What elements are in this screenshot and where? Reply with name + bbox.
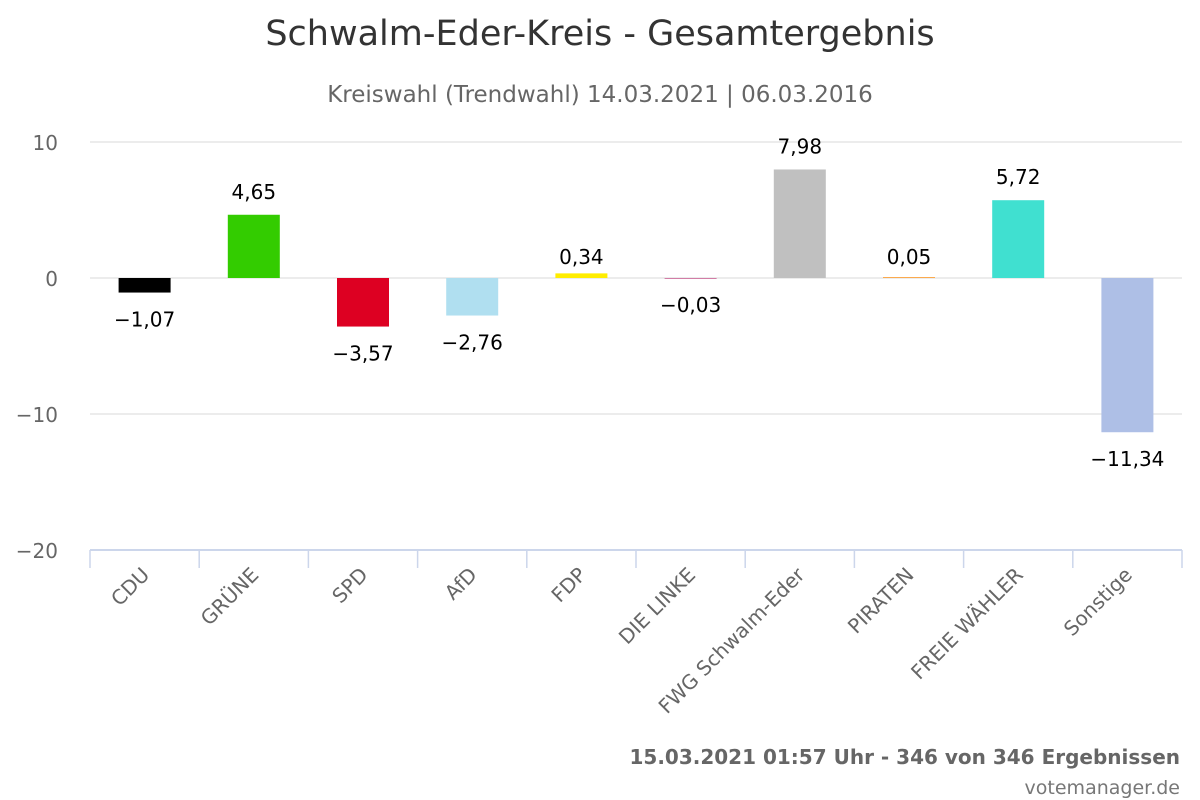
data-label: −11,34	[1090, 447, 1164, 471]
bar	[773, 169, 826, 278]
x-tick-label: GRÜNE	[196, 563, 264, 631]
bar	[446, 278, 499, 316]
data-label: −2,76	[442, 331, 503, 355]
data-label: 7,98	[778, 134, 823, 158]
x-tick-label: FDP	[546, 563, 591, 608]
y-tick-label: 0	[45, 267, 58, 291]
x-tick-label: SPD	[327, 563, 372, 608]
y-tick-label: −10	[16, 403, 58, 427]
chart-subtitle: Kreiswahl (Trendwahl) 14.03.2021 | 06.03…	[327, 82, 873, 108]
chart-title: Schwalm-Eder-Kreis - Gesamtergebnis	[265, 14, 935, 54]
source-credit[interactable]: votemanager.de	[1024, 777, 1180, 799]
bar	[664, 278, 717, 279]
y-tick-label: −20	[16, 539, 58, 563]
bar	[883, 277, 935, 278]
bar	[118, 278, 171, 293]
x-tick-label: CDU	[106, 563, 154, 611]
data-label: 0,34	[559, 245, 604, 269]
data-label: 0,05	[887, 245, 932, 269]
x-tick-label: PIRATEN	[843, 563, 919, 639]
bar	[1101, 278, 1154, 433]
x-tick-label: AfD	[440, 563, 482, 605]
x-tick-label: Sonstige	[1059, 563, 1137, 641]
data-label: −1,07	[114, 308, 175, 332]
x-tick-label: DIE LINKE	[614, 563, 700, 649]
data-label: 4,65	[232, 180, 277, 204]
x-tick-label: FREIE WÄHLER	[906, 562, 1028, 684]
data-label: −0,03	[660, 293, 721, 317]
data-label: −3,57	[332, 342, 393, 366]
data-label: 5,72	[996, 165, 1041, 189]
y-tick-label: 10	[33, 131, 58, 155]
bar	[337, 278, 389, 327]
results-status: 15.03.2021 01:57 Uhr - 346 von 346 Ergeb…	[629, 745, 1180, 769]
bar	[555, 273, 608, 278]
bar	[992, 200, 1045, 278]
bar	[227, 214, 280, 278]
